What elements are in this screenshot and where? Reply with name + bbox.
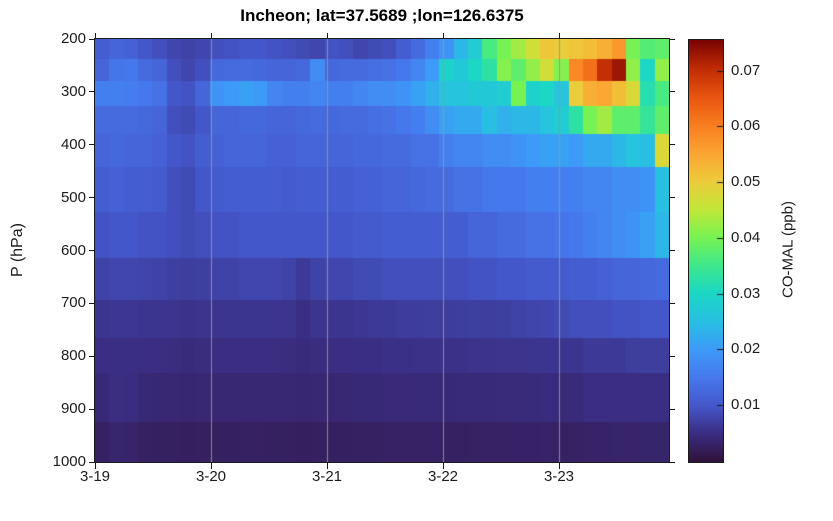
- y-tick-mark: [89, 91, 95, 93]
- y-tick-label-200: 200: [60, 30, 86, 47]
- y-tick-label-900: 900: [60, 400, 86, 418]
- y-tick-mark: [89, 355, 95, 357]
- y-tick-mark: [89, 408, 95, 410]
- y-tick-mark: [89, 250, 95, 251]
- y-tick-mark-right: [670, 38, 675, 40]
- x-tick-mark: [326, 463, 328, 469]
- colorbar-label: CO-MAL (ppb): [779, 201, 797, 299]
- colorbar: [688, 39, 724, 463]
- x-tick-mark: [94, 463, 96, 469]
- y-axis-label: P (hPa): [9, 223, 26, 278]
- x-tick-mark: [442, 463, 444, 469]
- y-tick-mark-right: [670, 91, 675, 93]
- y-tick-mark-right: [670, 250, 675, 251]
- y-tick-mark: [89, 461, 95, 463]
- y-tick-label-300: 300: [60, 82, 86, 100]
- x-tick-label-3-20: 3-20: [195, 468, 227, 485]
- x-tick-label-3-23: 3-23: [544, 468, 575, 485]
- chart-title: Incheon; lat=37.5689 ;lon=126.6375: [240, 6, 524, 25]
- x-tick-mark-top: [558, 33, 560, 38]
- x-tick-mark-top: [326, 33, 328, 38]
- y-tick-mark-right: [670, 461, 675, 463]
- heatmap-canvas: [95, 39, 669, 462]
- y-tick-label-500: 500: [60, 188, 86, 206]
- y-tick-mark-right: [670, 144, 675, 146]
- x-tick-mark-top: [210, 33, 212, 38]
- x-tick-label-3-21: 3-21: [311, 468, 343, 485]
- colorbar-tick-label-0.06: 0.06: [731, 117, 761, 135]
- y-tick-label-700: 700: [60, 294, 86, 312]
- colorbar-tick-label-0.02: 0.02: [731, 340, 761, 358]
- x-tick-mark: [558, 463, 560, 469]
- colorbar-canvas: [689, 40, 723, 462]
- colorbar-tick-label-0.05: 0.05: [731, 173, 761, 191]
- y-tick-mark: [89, 302, 95, 304]
- y-tick-label-800: 800: [60, 347, 86, 365]
- y-tick-label-400: 400: [60, 135, 86, 153]
- colorbar-tick-label-0.01: 0.01: [731, 396, 761, 414]
- y-tick-mark-right: [670, 408, 675, 410]
- y-tick-mark: [89, 38, 95, 40]
- y-tick-mark: [89, 144, 95, 146]
- colorbar-tick-label-0.04: 0.04: [731, 228, 761, 246]
- plot-area: [94, 38, 670, 463]
- y-tick-mark-right: [670, 197, 675, 199]
- colorbar-tick-label-0.07: 0.07: [731, 61, 761, 79]
- y-tick-label-600: 600: [60, 241, 86, 259]
- colorbar-tick-label-0.03: 0.03: [731, 284, 761, 302]
- x-tick-mark-top: [442, 33, 444, 38]
- y-tick-mark-right: [670, 355, 675, 357]
- x-tick-label-3-19: 3-19: [79, 468, 111, 485]
- y-tick-label-1000: 1000: [52, 453, 86, 470]
- y-tick-mark: [89, 197, 95, 199]
- x-tick-label-3-22: 3-22: [428, 468, 459, 485]
- x-tick-mark-top: [94, 33, 96, 38]
- x-tick-mark: [210, 463, 212, 469]
- y-tick-mark-right: [670, 302, 675, 304]
